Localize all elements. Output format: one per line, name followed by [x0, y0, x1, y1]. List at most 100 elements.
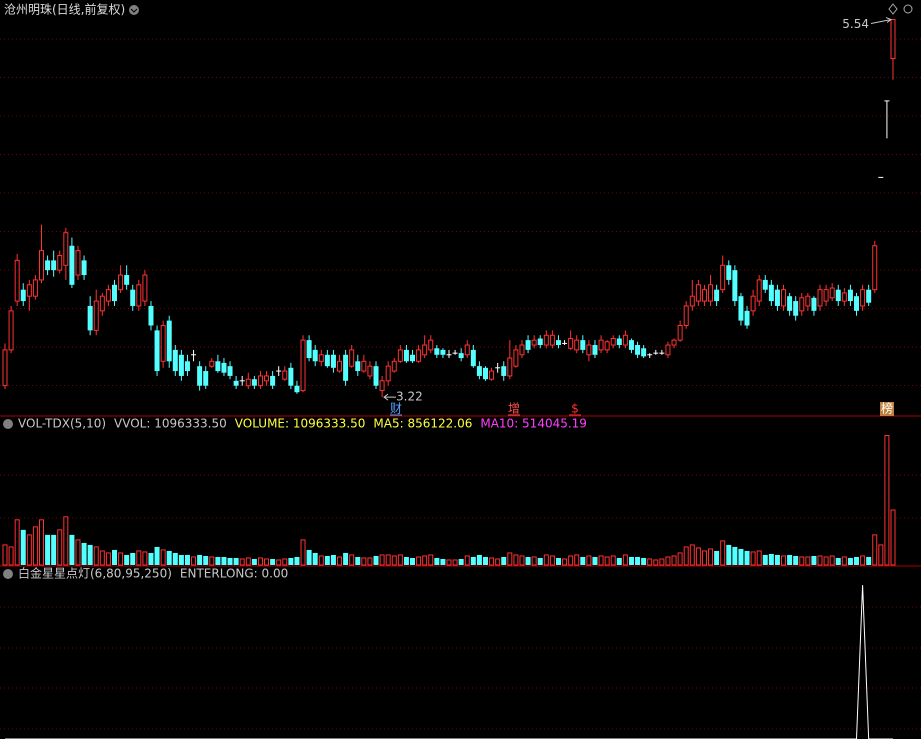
candle-body: [57, 255, 63, 271]
candle-body: [616, 338, 622, 346]
volume-bar: [762, 554, 768, 565]
candle-body: [8, 310, 14, 351]
volume-bar: [726, 544, 732, 565]
candle-body: [105, 289, 111, 302]
volume-bar: [537, 557, 543, 565]
candle-body: [440, 349, 446, 355]
candle-body: [610, 338, 616, 346]
candle-body: [799, 297, 805, 312]
panel-menu[interactable]: [3, 419, 13, 429]
volume-bar: [677, 552, 683, 566]
volume-bar: [32, 526, 38, 566]
candle-body: [476, 366, 482, 376]
volume-bar: [324, 555, 330, 565]
candle-body: [38, 250, 44, 281]
candle-body: [355, 361, 361, 372]
volume-bar: [793, 555, 799, 565]
high-label: 5.54: [842, 17, 869, 31]
volume-bar: [811, 555, 817, 565]
volume-bar: [781, 555, 787, 566]
candle-body: [45, 260, 51, 271]
volume-bar: [349, 554, 355, 566]
volume-bar: [318, 555, 324, 566]
candle-body: [428, 339, 434, 351]
candle-body: [890, 19, 896, 60]
volume-bar: [245, 557, 251, 566]
candle-body: [142, 274, 148, 302]
corner-icon[interactable]: [903, 4, 913, 14]
candle-body: [166, 320, 172, 362]
volume-bar: [683, 546, 689, 566]
candle-body: [829, 287, 835, 299]
volume-bar: [708, 548, 714, 566]
volume-bar: [312, 552, 318, 565]
candle-body: [2, 349, 8, 387]
candle-body: [458, 353, 464, 359]
volume-bar: [38, 519, 44, 566]
volume-bar: [130, 552, 136, 565]
volume-bar: [172, 552, 178, 565]
volume-bar: [817, 555, 823, 566]
volume-bar: [823, 556, 829, 566]
candle-body: [172, 349, 178, 372]
volume-bar: [154, 546, 160, 565]
event-badge: [880, 402, 894, 416]
candle-body: [215, 361, 221, 372]
candle-body: [32, 279, 38, 297]
volume-bar: [622, 554, 628, 566]
candle-body: [817, 289, 823, 307]
candle-body: [568, 338, 574, 349]
candle-body: [507, 357, 513, 377]
candle-body: [665, 344, 671, 356]
volume-bar: [105, 552, 111, 566]
volume-bar: [87, 544, 93, 565]
volume-bar: [403, 556, 409, 565]
volume-bar: [501, 556, 507, 565]
candle-body: [701, 289, 707, 302]
candle-body: [513, 349, 519, 367]
volume-bar: [568, 555, 574, 566]
candle-body: [367, 365, 373, 377]
candle-body: [841, 292, 847, 302]
volume-bar: [860, 555, 866, 566]
candle-body: [160, 324, 166, 362]
candle-body: [866, 289, 872, 303]
candle-body: [482, 367, 488, 380]
candle-body: [130, 289, 136, 306]
candle-body: [422, 344, 428, 356]
volume-bar: [446, 559, 452, 566]
volume-bar: [738, 548, 744, 565]
volume-bar: [233, 557, 239, 565]
volume-bar: [890, 509, 896, 566]
volume-bar: [854, 556, 860, 565]
candle-body: [227, 366, 233, 376]
candle-body: [209, 360, 215, 367]
candle-body: [385, 365, 391, 382]
volume-bar: [847, 557, 853, 565]
corner-icon[interactable]: [888, 3, 898, 15]
candle-body: [197, 366, 203, 386]
candle-body: [434, 348, 440, 355]
candle-body: [397, 349, 403, 362]
candle-body: [26, 284, 32, 297]
event-marker: $: [571, 402, 579, 416]
volume-bar: [513, 554, 519, 566]
legend-entry: 白金星星点灯(6,80,95,250): [18, 566, 172, 581]
volume-bar: [872, 534, 878, 566]
candle-body: [251, 379, 257, 386]
candle-body: [641, 348, 647, 357]
volume-bar: [69, 534, 75, 565]
candle-body: [872, 245, 878, 291]
candle-body: [695, 284, 701, 302]
candle-body: [75, 250, 81, 276]
title-menu[interactable]: [129, 5, 139, 15]
panel-menu[interactable]: [3, 569, 13, 579]
candle-body: [410, 354, 416, 362]
volume-bar: [434, 557, 440, 565]
volume-bar: [8, 546, 14, 566]
candle-body: [203, 371, 209, 386]
candle-body: [738, 296, 744, 321]
volume-bar: [768, 553, 774, 565]
candle-body: [604, 341, 610, 351]
volume-bar: [689, 544, 695, 566]
